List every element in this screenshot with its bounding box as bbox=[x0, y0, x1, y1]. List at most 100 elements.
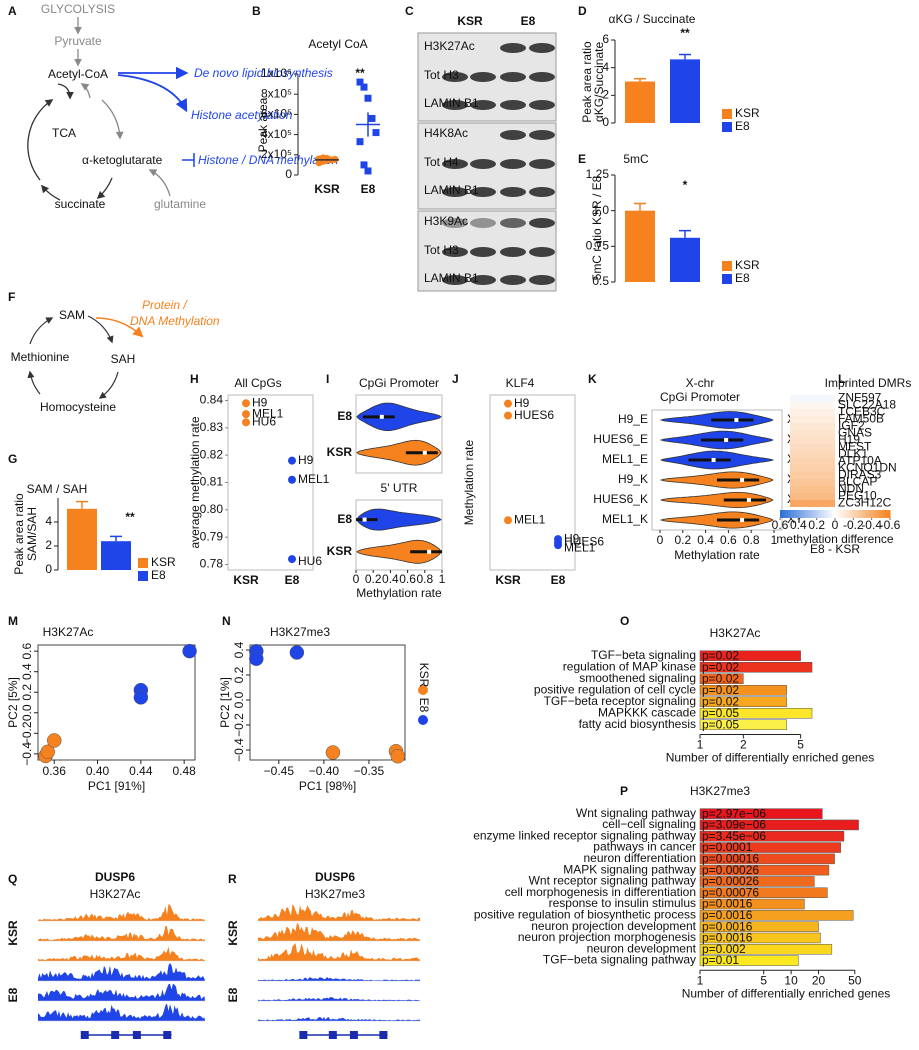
x-tick-label: KSR bbox=[314, 182, 340, 196]
colorbar-step bbox=[813, 510, 817, 518]
p-value-label: p=0.0016 bbox=[702, 897, 753, 911]
legend-label: KSR bbox=[417, 663, 431, 688]
group-label: KSR bbox=[226, 920, 240, 946]
point bbox=[40, 744, 55, 760]
chart-title: CpGi Promoter bbox=[660, 390, 740, 404]
x-tick-label: 0.48 bbox=[172, 764, 196, 778]
colorbar-step bbox=[873, 510, 877, 518]
colorbar-step bbox=[818, 510, 822, 518]
colorbar-step bbox=[802, 510, 806, 518]
p-value-label: p=0.02 bbox=[702, 671, 739, 685]
bar bbox=[699, 864, 830, 876]
y-axis-label: Peak area ratio bbox=[12, 493, 26, 575]
x-axis-label: Methylation rate bbox=[674, 548, 760, 562]
panel-letter: C bbox=[405, 4, 414, 18]
blot-band bbox=[470, 218, 496, 228]
colorbar-step bbox=[826, 510, 830, 518]
legend-label: KSR bbox=[151, 555, 176, 569]
diagram-node: Pyruvate bbox=[54, 34, 102, 48]
point bbox=[504, 411, 512, 420]
heatmap-cell bbox=[790, 423, 835, 430]
chart-title: H3K27Ac bbox=[710, 626, 761, 640]
panel-letter: G bbox=[8, 452, 17, 466]
category-label: MEL1_E bbox=[602, 452, 648, 466]
group-label: E8 bbox=[6, 987, 20, 1002]
point bbox=[242, 399, 250, 408]
blot-band bbox=[442, 275, 468, 285]
bar bbox=[670, 237, 700, 282]
blot-band bbox=[529, 43, 555, 53]
blot-band bbox=[500, 130, 526, 140]
category-label: TGF−beta signaling pathway bbox=[543, 953, 696, 967]
legend-swatch bbox=[138, 571, 148, 581]
bar bbox=[699, 673, 744, 684]
bar bbox=[699, 898, 805, 910]
y-tick-label: −0.4 bbox=[232, 738, 246, 762]
panel-letter: I bbox=[326, 372, 329, 386]
point-label: MEL1 bbox=[252, 406, 284, 420]
x-tick-label: 1 bbox=[697, 973, 704, 987]
y-tick-label: 8x10⁵ bbox=[261, 86, 292, 100]
legend-swatch bbox=[722, 274, 732, 284]
y-axis-label: Peak area ratio bbox=[580, 41, 594, 123]
x-axis-label: Methylation rate bbox=[356, 586, 442, 600]
category-label: E8 bbox=[337, 512, 352, 526]
legend-swatch bbox=[418, 685, 428, 695]
colorbar-step bbox=[810, 510, 814, 518]
colorbar-step bbox=[837, 510, 841, 518]
x-tick-label: 20 bbox=[812, 973, 826, 987]
category-label: positive regulation of cell cycle bbox=[534, 682, 696, 696]
legend-label: E8 bbox=[735, 119, 750, 133]
blot-band bbox=[529, 275, 555, 285]
chart-title: Acetyl CoA bbox=[308, 37, 367, 51]
chart-title: SAM / SAH bbox=[27, 482, 88, 496]
gene-label: FAM50B bbox=[838, 412, 884, 426]
colorbar-step bbox=[832, 510, 836, 518]
annotation: ** bbox=[680, 26, 690, 40]
violin-median bbox=[734, 418, 739, 422]
x-tick-label: 0.6 bbox=[720, 533, 737, 547]
bar bbox=[699, 921, 819, 932]
category-label: Wnt signaling pathway bbox=[576, 806, 696, 820]
blot-band bbox=[442, 218, 468, 228]
blot-band bbox=[470, 247, 496, 257]
violin-median bbox=[711, 458, 716, 462]
colorbar-step bbox=[859, 510, 863, 518]
gene-label: IGF2 bbox=[838, 419, 865, 433]
track-title: H3K27me3 bbox=[305, 887, 365, 901]
gene-exon bbox=[379, 1031, 388, 1039]
plot-frame bbox=[37, 644, 196, 761]
heatmap-cell bbox=[790, 486, 835, 493]
blot-band bbox=[500, 159, 526, 169]
colorbar-tick-label: 0.4 bbox=[790, 518, 807, 532]
category-label: neuron projection morphogenesis bbox=[518, 930, 696, 944]
blot-band bbox=[529, 247, 555, 257]
row-label: Tot H4 bbox=[424, 155, 459, 169]
panel-a-diagram bbox=[27, 17, 195, 201]
point-label: H9 bbox=[564, 531, 580, 545]
point bbox=[323, 154, 331, 162]
gene-label: ATP10A bbox=[838, 454, 882, 468]
point-label: MEL1 bbox=[514, 512, 546, 526]
row-label: Tot H3 bbox=[424, 68, 459, 82]
violin-median bbox=[740, 478, 745, 482]
x-tick-label: 0.8 bbox=[416, 572, 433, 586]
violin-median bbox=[422, 450, 427, 455]
y-tick-label: 2 bbox=[602, 88, 609, 102]
legend-label: E8 bbox=[735, 271, 750, 285]
category-label: HUES6_E bbox=[593, 432, 648, 446]
point-label: HUES6 bbox=[564, 535, 604, 549]
panel-letter: P bbox=[620, 784, 628, 798]
blot-band bbox=[442, 100, 468, 110]
category-label: neuron differentiation bbox=[583, 851, 696, 865]
diagram-node: Methionine bbox=[11, 350, 70, 364]
colorbar-step bbox=[884, 510, 888, 518]
blot-band bbox=[442, 72, 468, 82]
category-label: fatty acid biosynthesis bbox=[579, 717, 696, 731]
y-tick-label: 2 bbox=[45, 538, 52, 552]
diagram-node: Acetyl-CoA bbox=[48, 67, 108, 81]
p-value-label: p=0.00026 bbox=[702, 863, 759, 877]
colorbar-step bbox=[788, 510, 792, 518]
point bbox=[133, 690, 149, 705]
colorbar-step bbox=[868, 510, 872, 518]
